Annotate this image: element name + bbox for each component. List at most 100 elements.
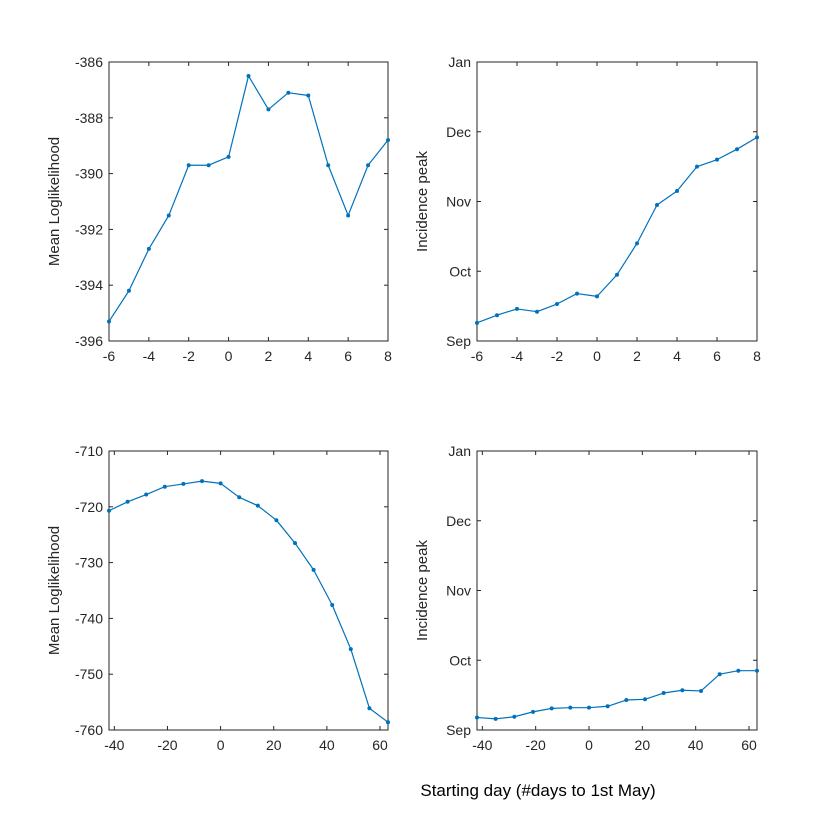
data-point bbox=[126, 288, 131, 293]
data-point bbox=[531, 709, 535, 714]
x-tick-label: 0 bbox=[225, 348, 233, 364]
y-tick-label: -730 bbox=[75, 555, 103, 571]
data-point bbox=[655, 202, 659, 207]
data-point bbox=[386, 720, 390, 725]
y-tick-label: -388 bbox=[75, 110, 103, 126]
data-point bbox=[635, 241, 639, 246]
data-point bbox=[306, 93, 311, 98]
panel-top-right: -6 -4 -2 0 2 4 6 8 Sep Oct Nov Dec Jan Incidence peak bbox=[414, 54, 761, 364]
x-tick-label: 0 bbox=[217, 737, 225, 753]
data-point bbox=[330, 603, 335, 608]
data-point bbox=[568, 705, 573, 710]
x-tick-label: 4 bbox=[673, 348, 681, 364]
y-tick-label: Dec bbox=[446, 124, 471, 140]
x-tick-label: -20 bbox=[526, 737, 546, 753]
x-tick-label: 0 bbox=[585, 737, 593, 753]
panel-bottom-right: -40 -20 0 20 40 60 Sep Oct Nov Dec Jan Incidence pe… bbox=[414, 443, 759, 753]
x-tick-label: 2 bbox=[633, 348, 641, 364]
x-tick-label: -20 bbox=[157, 737, 177, 753]
data-point bbox=[512, 714, 517, 719]
axes-box bbox=[108, 61, 389, 342]
x-tick-label: 60 bbox=[372, 737, 388, 753]
y-tick-label: Jan bbox=[448, 54, 471, 70]
y-tick-label: Jan bbox=[448, 443, 471, 459]
data-point bbox=[367, 706, 372, 711]
y-tick-label: -710 bbox=[75, 443, 103, 459]
x-tick-label: 4 bbox=[304, 348, 312, 364]
data-point bbox=[643, 697, 647, 702]
x-tick-label: 0 bbox=[593, 348, 601, 364]
data-point bbox=[266, 107, 271, 112]
data-point bbox=[615, 272, 619, 277]
data-point bbox=[735, 147, 739, 152]
data-point bbox=[255, 503, 260, 508]
x-tick-label: 20 bbox=[635, 737, 651, 753]
x-tick-label: 8 bbox=[384, 348, 392, 364]
y-axis-label: Mean Loglikelihood bbox=[46, 526, 63, 655]
data-point bbox=[366, 163, 371, 168]
data-point bbox=[144, 492, 149, 497]
data-point bbox=[107, 319, 111, 324]
y-axis-label: Mean Loglikelihood bbox=[46, 137, 63, 266]
y-tick-label: -740 bbox=[75, 610, 103, 626]
series-line bbox=[108, 480, 389, 723]
y-tick-label: -750 bbox=[75, 666, 103, 682]
data-point bbox=[555, 302, 559, 307]
y-tick-label: -396 bbox=[75, 333, 103, 349]
data-point bbox=[535, 309, 539, 314]
x-tick-label: -4 bbox=[143, 348, 156, 364]
data-point bbox=[515, 306, 519, 311]
data-point bbox=[595, 294, 599, 299]
data-point bbox=[237, 495, 242, 500]
data-point bbox=[206, 163, 211, 168]
data-point bbox=[186, 163, 191, 168]
data-point bbox=[587, 705, 591, 710]
data-point bbox=[162, 484, 167, 489]
y-tick-label: Nov bbox=[446, 194, 471, 210]
panel-top-left: -6 -4 -2 0 2 4 6 8 -396 -394 -392 -390 -388 -386 Mean … bbox=[46, 54, 392, 364]
x-tick-label: 20 bbox=[266, 737, 282, 753]
data-point bbox=[218, 481, 223, 486]
data-point bbox=[386, 138, 390, 143]
x-tick-label: -4 bbox=[511, 348, 524, 364]
panel-bottom-left: -40 -20 0 20 40 60 -760 -750 -740 -730 -720 -710 Mea… bbox=[46, 443, 390, 753]
data-point bbox=[346, 213, 351, 218]
series-line bbox=[476, 670, 757, 720]
data-point bbox=[717, 672, 722, 677]
data-point bbox=[326, 163, 331, 168]
data-point bbox=[755, 668, 759, 673]
x-tick-label: -2 bbox=[551, 348, 564, 364]
subplot-grid: -6 -4 -2 0 2 4 6 8-396-394-392-390-388-386Mean … bbox=[46, 54, 761, 753]
data-point bbox=[493, 716, 498, 721]
data-point bbox=[286, 90, 291, 95]
data-point bbox=[661, 691, 666, 696]
y-tick-label: -386 bbox=[75, 54, 103, 70]
x-tick-label: 2 bbox=[265, 348, 273, 364]
y-tick-label: -760 bbox=[75, 722, 103, 738]
data-point bbox=[348, 647, 353, 652]
data-point bbox=[311, 567, 316, 572]
x-tick-label: 40 bbox=[319, 737, 335, 753]
data-point bbox=[246, 73, 251, 78]
data-point bbox=[495, 313, 499, 318]
data-point bbox=[166, 213, 171, 218]
y-tick-label: -720 bbox=[75, 499, 103, 515]
y-tick-label: Oct bbox=[449, 263, 471, 279]
data-point bbox=[736, 668, 741, 673]
data-point bbox=[549, 706, 554, 711]
data-point bbox=[575, 291, 579, 296]
data-point bbox=[293, 541, 297, 546]
data-point bbox=[125, 499, 130, 504]
data-point bbox=[715, 157, 719, 162]
y-tick-label: -392 bbox=[75, 221, 103, 237]
x-tick-label: -40 bbox=[104, 737, 124, 753]
data-point bbox=[475, 715, 479, 720]
data-point bbox=[695, 164, 699, 169]
data-point bbox=[624, 698, 629, 703]
y-axis-label: Incidence peak bbox=[414, 151, 431, 252]
data-point bbox=[226, 154, 231, 159]
x-tick-label: -2 bbox=[182, 348, 195, 364]
data-point bbox=[699, 688, 703, 693]
x-tick-label: 8 bbox=[753, 348, 761, 364]
data-point bbox=[605, 704, 610, 709]
